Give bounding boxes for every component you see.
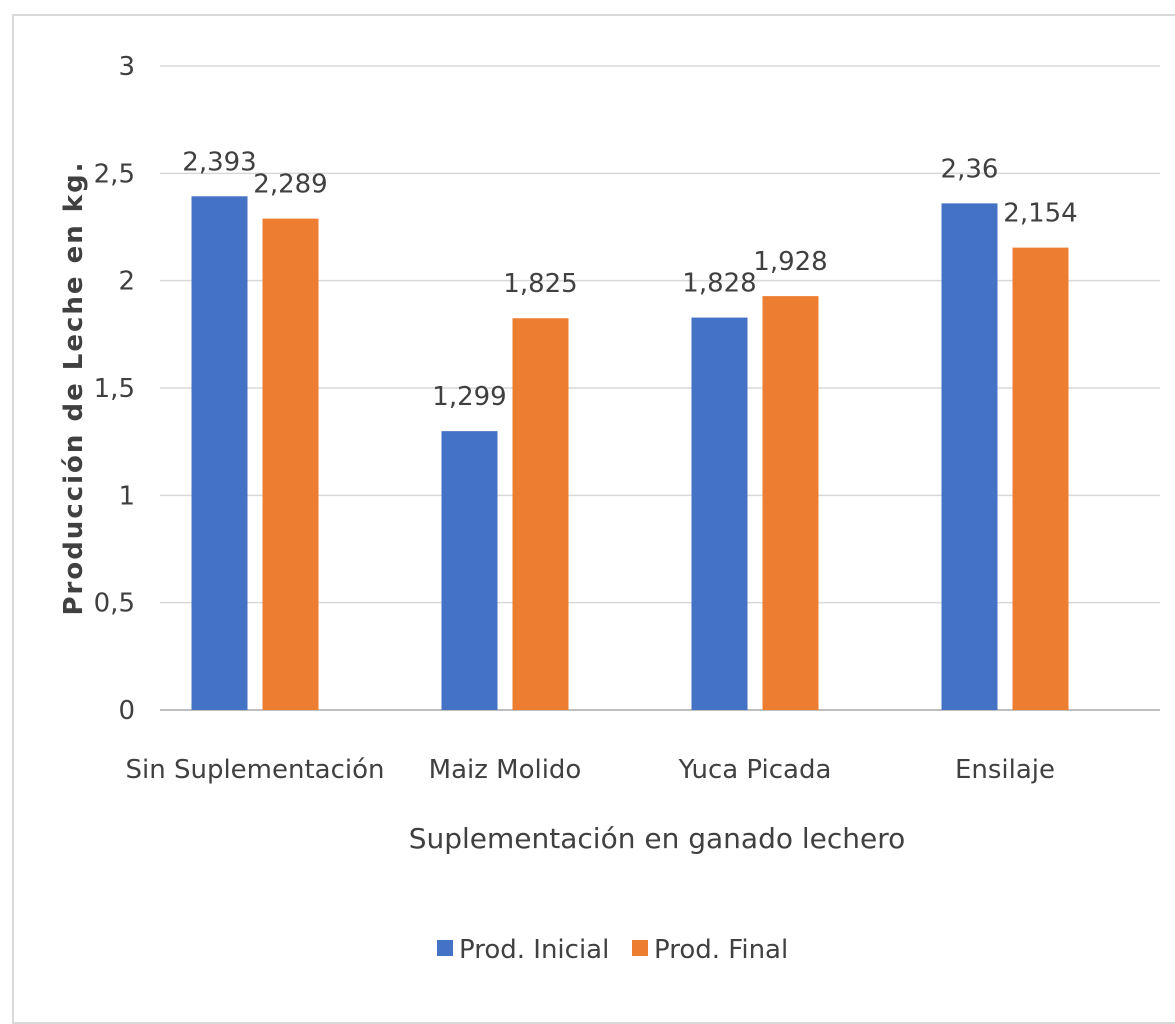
- x-tick-label: Sin Suplementación: [125, 755, 384, 785]
- data-label: 1,825: [503, 269, 577, 299]
- bar-prod-inicial: [691, 317, 748, 710]
- y-tick-label: 2,5: [94, 159, 135, 189]
- data-label: 1,828: [682, 269, 756, 299]
- y-axis-ticks: 0 0,5 1 1,5 2 2,5 3: [94, 52, 135, 726]
- bars: [191, 196, 1069, 711]
- x-axis-title: Suplementación en ganado lechero: [409, 822, 906, 855]
- x-axis-categories: Sin Suplementación Maiz Molido Yuca Picada…: [125, 755, 1055, 785]
- x-tick-label: Yuca Picada: [678, 755, 832, 785]
- y-axis-title: Producción de Leche en kg.: [59, 160, 89, 615]
- data-label: 1,299: [432, 382, 506, 412]
- y-tick-label: 0,5: [94, 589, 135, 619]
- bar-prod-inicial: [441, 431, 498, 710]
- y-tick-label: 1,5: [94, 374, 135, 404]
- bar-prod-inicial: [191, 196, 248, 710]
- data-label: 1,928: [753, 247, 827, 277]
- bar-prod-final: [1012, 247, 1069, 710]
- y-tick-label: 0: [118, 696, 135, 726]
- bar-prod-inicial: [941, 203, 998, 711]
- bar-prod-final: [762, 296, 819, 710]
- x-tick-label: Ensilaje: [955, 755, 1055, 785]
- data-label: 2,36: [941, 154, 999, 184]
- legend: Prod. Inicial Prod. Final: [437, 935, 788, 965]
- legend-label: Prod. Final: [654, 935, 788, 965]
- legend-label: Prod. Inicial: [459, 935, 609, 965]
- y-tick-label: 1: [118, 481, 135, 511]
- y-tick-label: 2: [118, 267, 135, 297]
- bar-prod-final: [512, 318, 569, 710]
- data-label: 2,393: [182, 147, 256, 177]
- data-label: 2,154: [1003, 199, 1077, 229]
- y-tick-label: 3: [118, 52, 135, 82]
- legend-swatch: [632, 940, 648, 956]
- bar-prod-final: [262, 218, 319, 711]
- x-tick-label: Maiz Molido: [429, 755, 582, 785]
- data-label: 2,289: [253, 170, 327, 200]
- legend-swatch: [437, 940, 453, 956]
